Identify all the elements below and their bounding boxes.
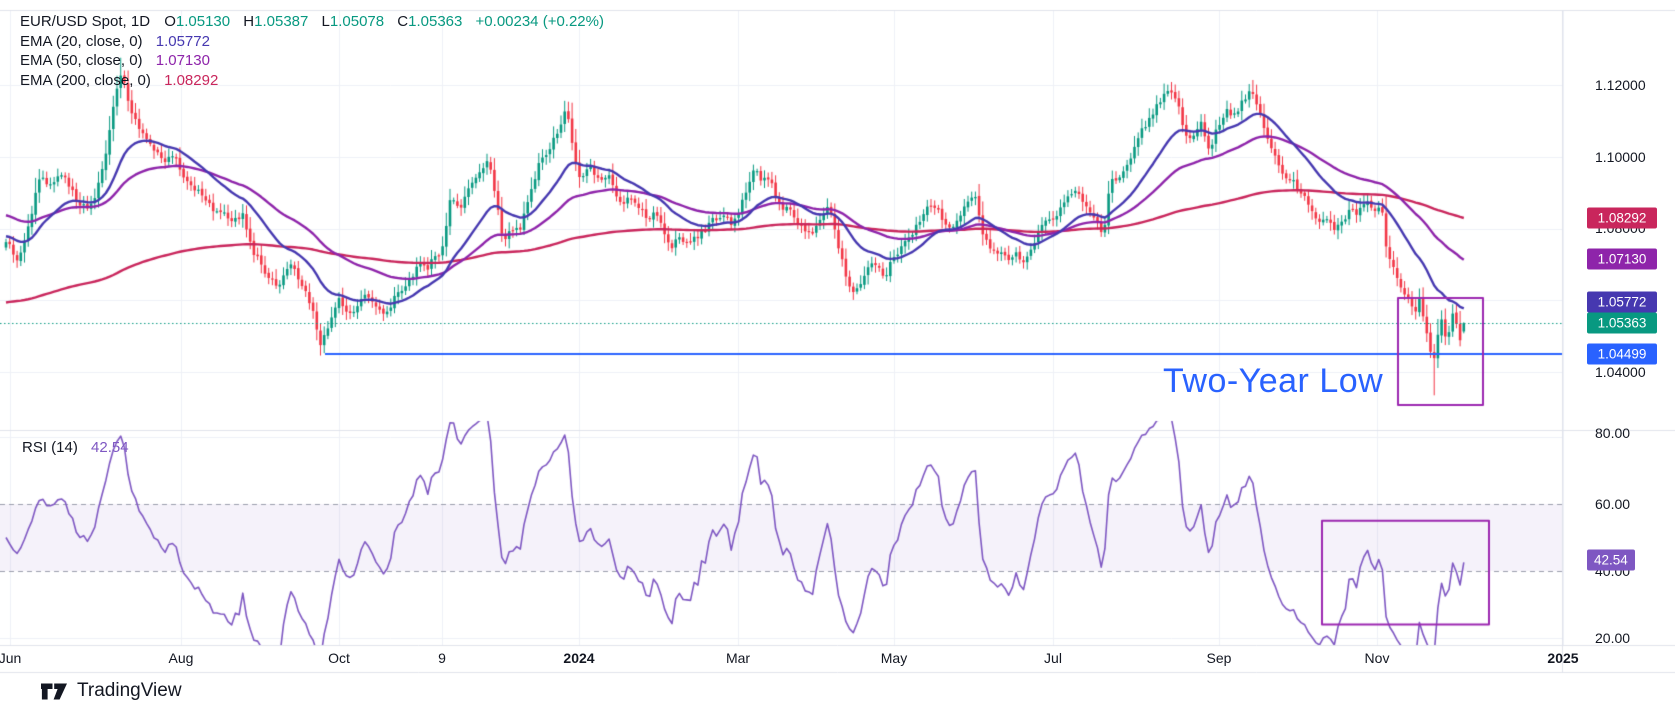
time-axis-label: Aug [168,650,194,666]
rsi-legend-row[interactable]: RSI (14) 42.54 [22,439,129,456]
two-year-low-annotation[interactable]: Two-Year Low [1163,362,1384,400]
time-axis-label: 2024 [563,650,595,666]
price-axis[interactable]: 1.120001.100001.080001.060001.0400080.00… [1563,10,1675,672]
ema-200-price-badge: 1.08292 [1587,207,1657,229]
symbol-ohlc-row[interactable]: EUR/USD Spot, 1D O1.05130 H1.05387 L1.05… [20,12,604,32]
change-value: +0.00234 (+0.22%) [475,13,604,30]
time-axis-label: 2025 [1547,650,1579,666]
ema-50-price-badge: 1.07130 [1587,248,1657,270]
price-axis-label: 1.10000 [1595,149,1646,165]
ema20-value: 1.05772 [155,32,210,50]
support-price-badge: 1.04499 [1587,343,1657,365]
symbol-title[interactable]: EUR/USD Spot, 1D [20,13,151,30]
rsi-axis-label: 60.00 [1595,496,1631,512]
high-value: H1.05387 [243,13,309,30]
time-axis[interactable]: Jun Aug Oct 9 2024 Mar May Jul Sep Nov 2025 [0,645,1675,672]
ema50-label: EMA (50, close, 0) [20,52,143,69]
ema-20-price-badge: 1.05772 [1587,291,1657,313]
rsi-value-badge: 42.54 [1587,549,1635,571]
rsi-label: RSI (14) [22,439,78,456]
time-axis-label: Jun [0,650,22,666]
ema200-label: EMA (200, close, 0) [20,71,151,89]
open-value: O1.05130 [164,13,231,30]
time-axis-label: Nov [1364,650,1390,666]
rsi-axis-label: 80.00 [1595,425,1631,441]
time-axis-label: Jul [1044,650,1062,666]
time-axis-label: 9 [438,650,446,666]
tradingview-watermark[interactable]: TradingView [40,680,182,702]
ema200-value: 1.08292 [164,71,219,89]
price-axis-label: 1.12000 [1595,77,1646,93]
ema50-value: 1.07130 [155,52,210,69]
low-value: L1.05078 [321,13,385,30]
ema20-label: EMA (20, close, 0) [20,32,143,50]
price-axis-label: 1.04000 [1595,364,1646,380]
rsi-axis-label: 20.00 [1595,630,1631,646]
time-axis-label: Sep [1206,650,1232,666]
rsi-value: 42.54 [91,439,129,456]
last-price-badge: 1.05363 [1587,312,1657,334]
close-value: C1.05363 [397,13,463,30]
indicator-row-ema50[interactable]: EMA (50, close, 0) 1.07130 [20,51,604,71]
time-axis-label: Mar [725,650,751,666]
time-axis-label: Oct [328,650,350,666]
main-legend: EUR/USD Spot, 1D O1.05130 H1.05387 L1.05… [20,12,604,90]
tradingview-logo-icon [40,680,68,702]
indicator-row-ema200[interactable]: EMA (200, close, 0) 1.08292 [20,71,604,91]
indicator-row-ema20[interactable]: EMA (20, close, 0) 1.05772 [20,32,604,52]
tradingview-brand-text: TradingView [77,680,182,701]
time-axis-label: May [880,650,908,666]
